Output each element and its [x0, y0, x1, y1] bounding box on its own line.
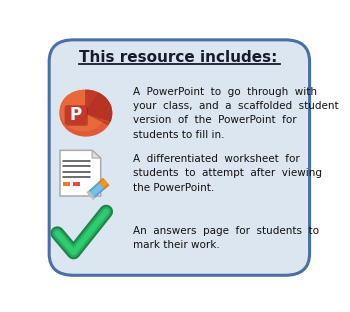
FancyBboxPatch shape — [63, 182, 70, 186]
FancyBboxPatch shape — [49, 40, 309, 275]
Text: A  differentiated  worksheet  for
students  to  attempt  after  viewing
the Powe: A differentiated worksheet for students … — [133, 154, 322, 193]
Text: A  PowerPoint  to  go  through  with
your  class,  and  a  scaffolded  student
v: A PowerPoint to go through with your cla… — [133, 86, 339, 140]
Text: This resource includes:: This resource includes: — [79, 50, 278, 65]
Polygon shape — [92, 150, 101, 158]
Text: P: P — [70, 106, 82, 124]
FancyBboxPatch shape — [73, 182, 80, 186]
Polygon shape — [60, 150, 101, 196]
Polygon shape — [86, 90, 112, 121]
Polygon shape — [86, 93, 112, 124]
FancyBboxPatch shape — [65, 105, 86, 125]
FancyBboxPatch shape — [66, 106, 88, 126]
Circle shape — [60, 90, 112, 136]
Text: An  answers  page  for  students  to
mark their work.: An answers page for students to mark the… — [133, 226, 319, 250]
Circle shape — [61, 90, 106, 131]
